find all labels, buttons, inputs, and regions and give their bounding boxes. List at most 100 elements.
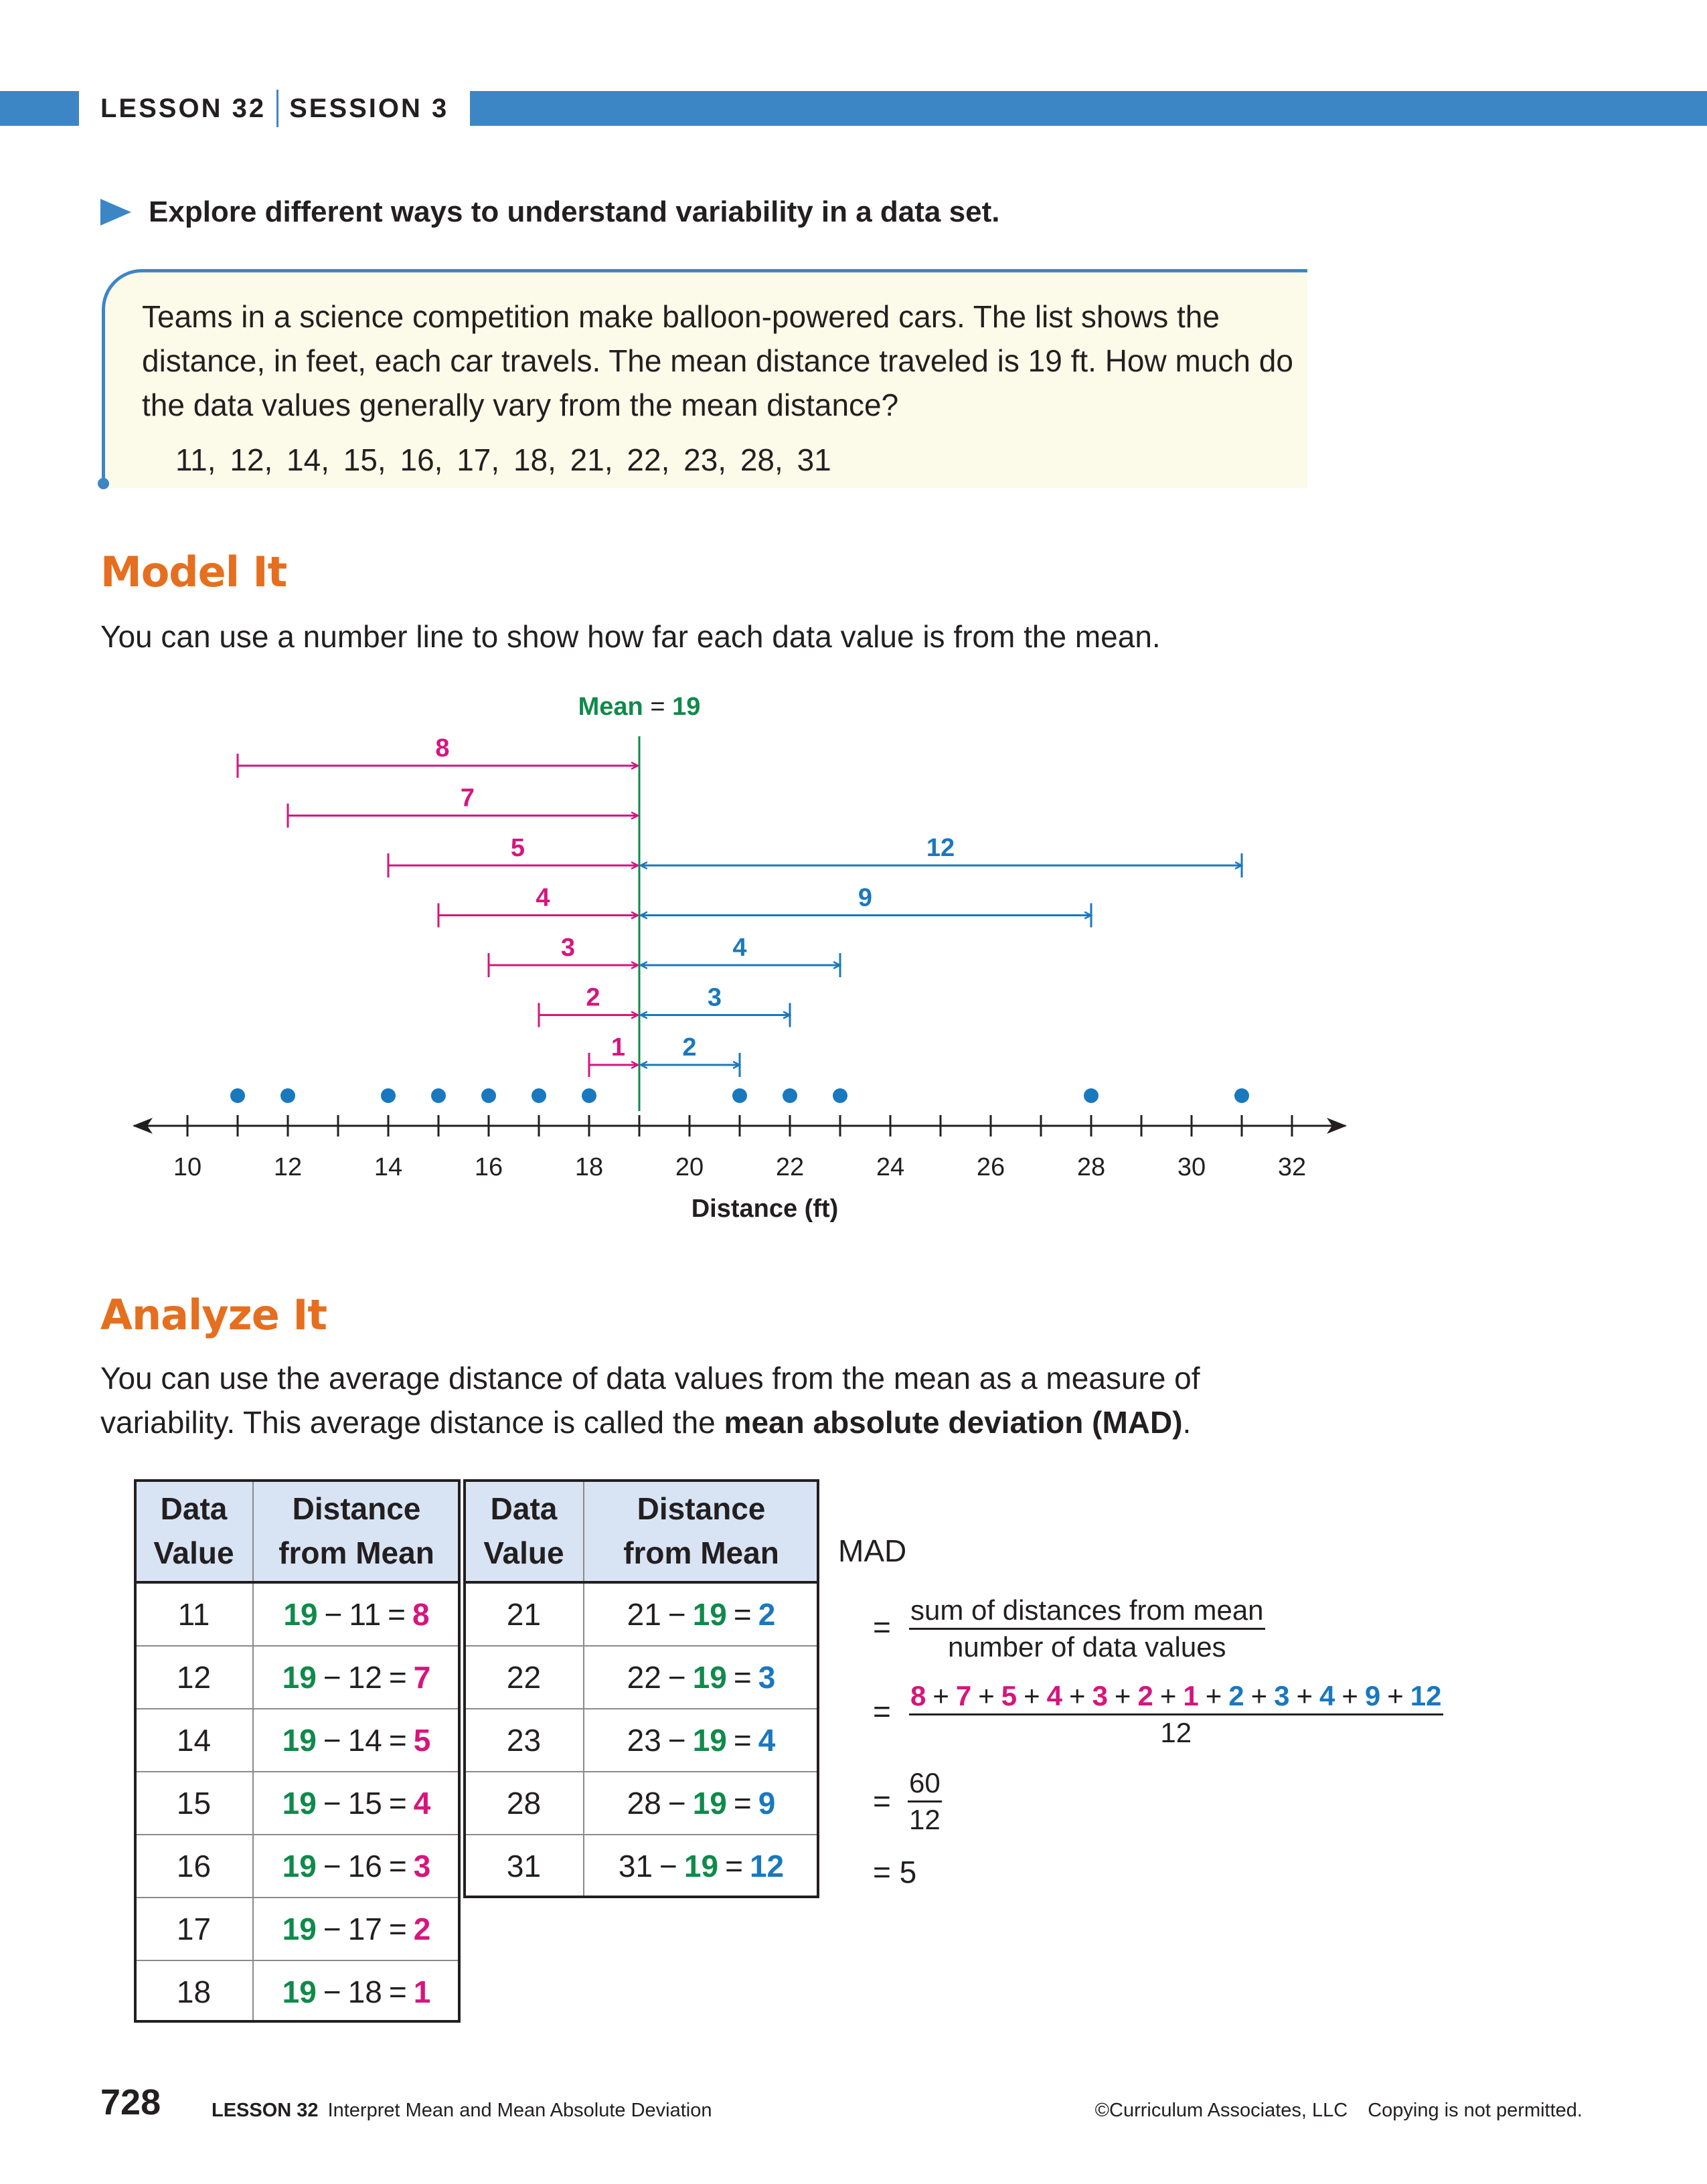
- table-row: 22 22−19 = 3: [465, 1646, 818, 1709]
- data-value-cell: 18: [135, 1960, 254, 2023]
- formula-denominator: number of data values: [947, 1631, 1226, 1663]
- deviation-table-left: Data Value Distance from Mean 11 19−11 = 8 12 1…: [135, 1481, 459, 2023]
- data-point: [532, 1088, 546, 1103]
- problem-box: [102, 269, 1307, 488]
- formula-numerator: sum of distances from mean: [909, 1594, 1265, 1630]
- model-it-text: You can use a number line to show how fa…: [100, 619, 1161, 654]
- analyze-it-heading: Analyze It: [100, 1290, 327, 1339]
- analyze-it-text: You can use the average distance of data…: [100, 1356, 1319, 1444]
- distance-label-below: 7: [461, 784, 475, 813]
- mad-formula-fraction: sum of distances from mean number of dat…: [909, 1594, 1265, 1663]
- data-value-cell: 15: [135, 1772, 254, 1835]
- table-row: 15 19−15 = 4: [135, 1772, 459, 1835]
- sum-denominator: 12: [1160, 1717, 1192, 1748]
- distance-label-above: 12: [926, 834, 955, 862]
- equals-sign: =: [873, 1855, 891, 1889]
- data-value-cell: 31: [465, 1835, 584, 1897]
- table-row: 11 19−11 = 8: [135, 1582, 459, 1647]
- copyright-text: ©Curriculum Associates, LLC: [1094, 2100, 1348, 2121]
- problem-text: Teams in a science competition make ball…: [142, 299, 1293, 422]
- distance-label-below: 4: [536, 884, 550, 912]
- page-number: 728: [100, 2082, 161, 2122]
- tick-label: 24: [876, 1153, 904, 1181]
- problem-box-dot: [98, 478, 109, 489]
- distance-label-below: 3: [561, 934, 575, 962]
- data-value-cell: 28: [465, 1772, 584, 1835]
- data-value-cell: 16: [135, 1835, 254, 1898]
- tick-label: 26: [977, 1153, 1005, 1181]
- equals-sign: =: [873, 1784, 891, 1819]
- mad-label: MAD: [838, 1533, 907, 1568]
- table-row: 31 31−19 = 12: [465, 1835, 818, 1897]
- distance-cell: 19−11 = 8: [253, 1582, 459, 1647]
- tick-label: 12: [274, 1153, 302, 1181]
- session-label: SESSION 3: [289, 93, 449, 123]
- analyze-text-after: .: [1182, 1405, 1192, 1440]
- footer-lesson: LESSON 32 Interpret Mean and Mean Absolut…: [212, 2100, 712, 2122]
- fraction-numerator: 60: [908, 1767, 942, 1802]
- distance-cell: 31−19 = 12: [618, 1849, 785, 1883]
- tick-label: 14: [374, 1153, 402, 1181]
- tick-label: 18: [575, 1153, 603, 1181]
- equals-sign: =: [873, 1610, 891, 1645]
- data-value-cell: 23: [465, 1709, 584, 1772]
- axis-label: Distance (ft): [692, 1195, 839, 1223]
- distance-label-above: 3: [708, 984, 722, 1012]
- table-row: 17 19−17 = 2: [135, 1898, 459, 1961]
- fraction-denominator: 12: [909, 1804, 941, 1835]
- data-value-cell: 14: [135, 1709, 254, 1772]
- distance-label-below: 1: [611, 1033, 625, 1062]
- data-point: [1234, 1088, 1249, 1103]
- distance-label-below: 8: [435, 734, 449, 762]
- lesson-label: LESSON 32: [100, 93, 266, 123]
- distance-label-above: 4: [732, 934, 746, 962]
- tick-label: 32: [1278, 1153, 1306, 1181]
- table-row: 18 19−18 = 1: [135, 1960, 459, 2023]
- distance-cell: 19−18 = 1: [282, 1975, 431, 2009]
- table-row: 16 19−16 = 3: [135, 1835, 459, 1898]
- data-point: [230, 1088, 245, 1103]
- data-point: [280, 1088, 295, 1103]
- table-row: 23 23−19 = 4: [465, 1709, 818, 1772]
- column-header-distance: Distance from Mean: [584, 1481, 818, 1584]
- data-value-cell: 17: [135, 1898, 254, 1961]
- table-row: 12 19−12 = 7: [135, 1646, 459, 1709]
- column-header-data-value: Data Value: [465, 1481, 584, 1584]
- distance-label-above: 2: [682, 1033, 696, 1062]
- arrow-right-icon: [100, 199, 131, 226]
- header-separator: [276, 90, 279, 127]
- analyze-text-before: You can use the average distance of data…: [100, 1361, 1200, 1440]
- distance-cell: 19−12 = 7: [253, 1646, 459, 1709]
- mad-simple-fraction: 60 12: [908, 1767, 942, 1836]
- distance-label-below: 5: [511, 834, 525, 862]
- copy-notice: Copying is not permitted.: [1368, 2100, 1582, 2121]
- data-value-cell: 11: [135, 1582, 254, 1647]
- data-point: [732, 1088, 747, 1103]
- tick-label: 30: [1177, 1153, 1206, 1181]
- explore-instruction: Explore different ways to understand var…: [100, 195, 999, 229]
- mad-term: mean absolute deviation (MAD): [724, 1405, 1183, 1440]
- lesson-session-label: LESSON 32 SESSION 3: [79, 83, 471, 134]
- distance-label-below: 2: [586, 984, 600, 1012]
- tick-label: 16: [475, 1153, 503, 1181]
- column-header-distance: Distance from Mean: [253, 1481, 459, 1584]
- footer-lesson-title: Interpret Mean and Mean Absolute Deviati…: [327, 2100, 712, 2121]
- mean-label: Mean = 19: [578, 693, 701, 721]
- equals-sign: =: [873, 1694, 891, 1729]
- model-it-heading: Model It: [100, 548, 287, 596]
- deviation-table-right: Data Value Distance from Mean 21 21−19 = 2 22 2…: [465, 1481, 818, 1897]
- data-point: [481, 1088, 496, 1103]
- table-header-row: Data Value Distance from Mean: [135, 1481, 459, 1584]
- distance-cell: 19−14 = 5: [253, 1709, 459, 1772]
- data-value-cell: 22: [465, 1646, 584, 1709]
- table-header-row: Data Value Distance from Mean: [465, 1481, 818, 1584]
- distance-cell: 23−19 = 4: [584, 1709, 818, 1772]
- data-point: [1084, 1088, 1099, 1103]
- distance-cell: 28−19 = 9: [584, 1772, 818, 1835]
- distance-cell: 21−19 = 2: [584, 1582, 818, 1647]
- explore-text: Explore different ways to understand var…: [149, 195, 1000, 228]
- mad-result: = 5: [873, 1854, 916, 1890]
- footer-copyright: ©Curriculum Associates, LLC Copying is no…: [1095, 2100, 1582, 2122]
- data-value-cell: 12: [135, 1646, 254, 1709]
